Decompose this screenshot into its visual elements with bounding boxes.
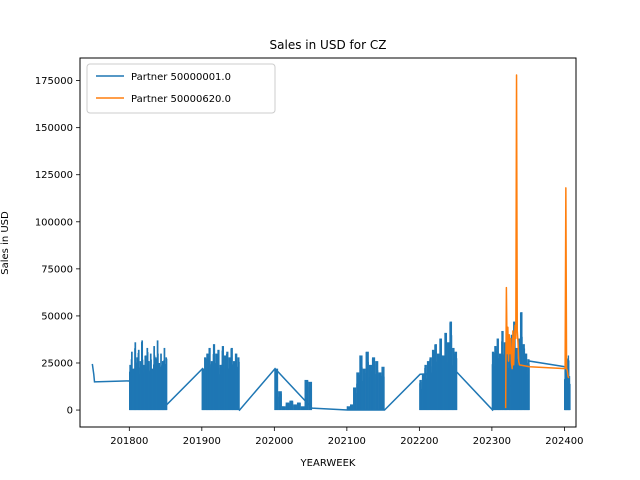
x-tick-label: 202000 <box>255 436 293 447</box>
axes-frame <box>79 57 577 428</box>
series-line <box>91 360 566 412</box>
legend-box <box>86 63 276 114</box>
y-tick-label: 75000 <box>41 264 73 275</box>
x-tick-label: 201800 <box>110 436 148 447</box>
y-tick-label: 125000 <box>35 170 73 181</box>
y-tick-label: 50000 <box>41 311 73 322</box>
x-tick-label: 202300 <box>473 436 511 447</box>
y-tick-label: 150000 <box>35 123 73 134</box>
x-tick-label: 201900 <box>183 436 221 447</box>
plot-inner <box>91 74 571 412</box>
y-axis: 0 25000 50000 75000 100000 125000 150000 175000 <box>35 76 80 417</box>
legend: Partner 50000001.0 Partner 50000620.0 <box>86 63 276 114</box>
y-axis-label: Sales in USD <box>0 211 11 275</box>
y-tick-label: 0 <box>67 406 73 417</box>
series-partner-50000001 <box>91 312 571 412</box>
plot-area <box>91 74 571 412</box>
chart-title: Sales in USD for CZ <box>270 38 387 52</box>
x-tick-label: 202200 <box>400 436 438 447</box>
legend-label: Partner 50000001.0 <box>131 72 231 83</box>
y-tick-label: 25000 <box>41 358 73 369</box>
legend-label: Partner 50000620.0 <box>131 94 231 105</box>
y-tick-label: 100000 <box>35 217 73 228</box>
y-tick-label: 175000 <box>35 76 73 87</box>
x-axis-label: YEARWEEK <box>300 458 356 469</box>
x-axis: 201800 201900 202000 202100 202200 202300 2024… <box>110 427 583 447</box>
x-tick-label: 202100 <box>328 436 366 447</box>
series-partner-50000620 <box>504 74 570 409</box>
x-tick-label: 202400 <box>545 436 583 447</box>
